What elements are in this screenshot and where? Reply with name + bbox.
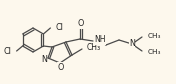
Text: Cl: Cl [4,47,12,57]
Text: N: N [41,56,47,65]
Text: Cl: Cl [55,23,63,32]
Text: NH: NH [94,36,105,45]
Text: CH₃: CH₃ [87,44,101,52]
Text: N: N [129,38,135,47]
Text: CH₃: CH₃ [148,33,162,39]
Text: O: O [58,62,64,71]
Text: CH₃: CH₃ [148,49,162,55]
Text: O: O [78,19,84,28]
